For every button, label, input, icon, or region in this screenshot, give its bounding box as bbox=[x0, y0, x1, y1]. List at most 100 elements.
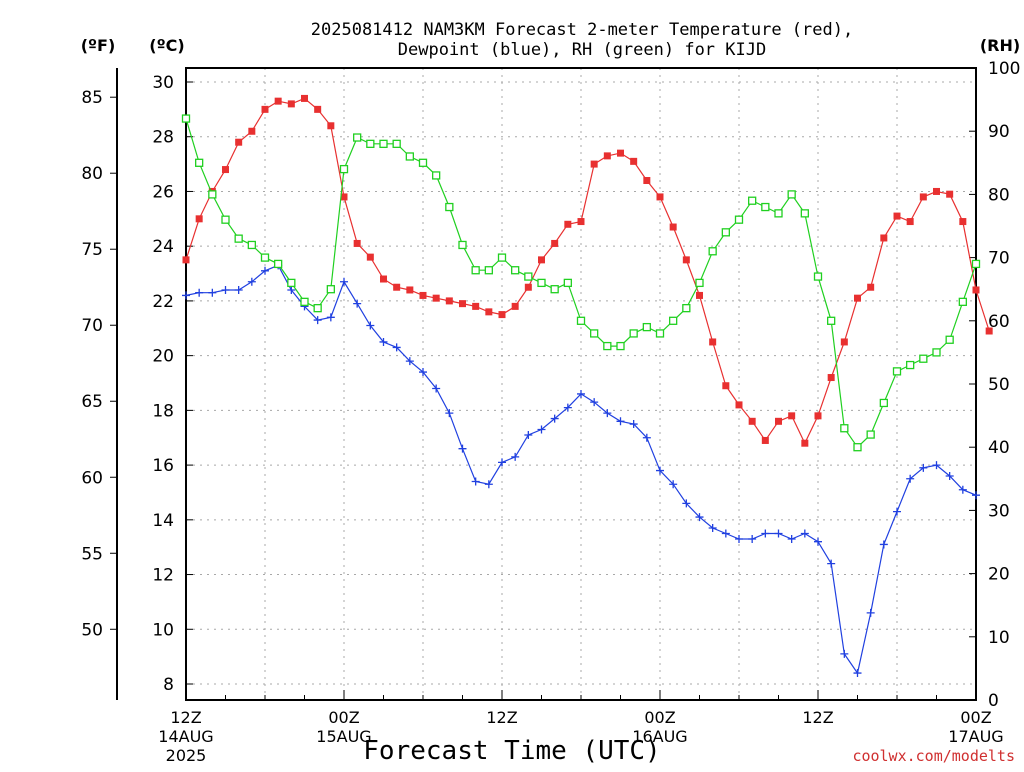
dewpoint-point bbox=[814, 537, 822, 546]
temperature-point bbox=[867, 283, 875, 291]
rh-tick-label: 90 bbox=[988, 122, 1010, 142]
rh-point bbox=[247, 240, 256, 250]
rh-point bbox=[932, 348, 941, 357]
temperature-point bbox=[801, 439, 809, 447]
rh-point bbox=[945, 335, 954, 344]
dewpoint-point bbox=[932, 461, 941, 470]
rh-point bbox=[274, 259, 283, 269]
dewpoint-point bbox=[471, 477, 480, 486]
temperature-point bbox=[880, 234, 888, 242]
dewpoint-point bbox=[919, 463, 928, 472]
temperature-point bbox=[722, 382, 730, 390]
rh-point bbox=[497, 253, 507, 262]
rh-point bbox=[471, 266, 480, 275]
dewpoint-point bbox=[366, 321, 375, 330]
rh-point bbox=[445, 202, 454, 212]
dewpoint-point bbox=[603, 409, 612, 418]
rh-point bbox=[379, 139, 388, 148]
x-tick-label-group: 12Z bbox=[486, 708, 517, 727]
dewpoint-point bbox=[721, 529, 730, 538]
dewpoint-point bbox=[182, 291, 190, 300]
dewpoint-point bbox=[326, 313, 335, 322]
celsius-tick-label: 20 bbox=[152, 347, 174, 367]
temperature-point bbox=[788, 412, 796, 420]
rh-point bbox=[748, 196, 757, 205]
dewpoint-point bbox=[748, 534, 757, 543]
dewpoint-point bbox=[972, 491, 980, 500]
temperature-point bbox=[195, 215, 203, 223]
celsius-tick-label: 18 bbox=[152, 401, 174, 421]
temperature-point bbox=[735, 401, 743, 409]
dewpoint-point bbox=[405, 357, 414, 366]
rh-point bbox=[840, 424, 849, 433]
dewpoint-point bbox=[616, 417, 625, 426]
temperature-point bbox=[498, 311, 506, 319]
dewpoint-point bbox=[787, 534, 796, 543]
temperature-point bbox=[393, 283, 401, 291]
dewpoint-point bbox=[577, 389, 585, 398]
dewpoint-point bbox=[893, 507, 901, 516]
dewpoint-point bbox=[287, 285, 296, 294]
temperature-point bbox=[287, 100, 295, 108]
temperature-point bbox=[432, 294, 440, 302]
temperature-point bbox=[603, 152, 611, 160]
temperature-point bbox=[946, 190, 954, 198]
dewpoint-point bbox=[958, 485, 967, 494]
rh-point bbox=[655, 329, 665, 338]
rh-point bbox=[576, 316, 586, 325]
rh-point bbox=[813, 272, 823, 281]
rh-tick-label: 30 bbox=[988, 501, 1010, 521]
rh-point bbox=[366, 139, 375, 148]
fahrenheit-tick-label: 65 bbox=[81, 392, 103, 412]
rh-point bbox=[787, 190, 796, 199]
temperature-point bbox=[406, 286, 414, 294]
watermark: coolwx.com/modelts bbox=[852, 747, 1015, 765]
x-tick-date: 16AUG bbox=[632, 727, 687, 746]
rh-point bbox=[669, 316, 678, 325]
dewpoint-point bbox=[761, 529, 770, 538]
dewpoint-point bbox=[840, 649, 849, 658]
celsius-tick-label: 22 bbox=[152, 292, 174, 312]
dewpoint-point bbox=[247, 277, 256, 286]
temperature-point bbox=[472, 302, 480, 310]
rh-tick-label: 20 bbox=[988, 565, 1010, 585]
rh-point bbox=[221, 215, 230, 224]
rh-point bbox=[339, 164, 349, 174]
temperature-point bbox=[261, 105, 269, 113]
rh-tick-label: 70 bbox=[988, 249, 1010, 269]
rh-point bbox=[761, 202, 770, 212]
celsius-tick-label: 30 bbox=[152, 73, 174, 93]
temperature-point bbox=[893, 212, 901, 220]
temperature-point bbox=[617, 149, 624, 157]
rh-point bbox=[353, 133, 362, 142]
rh-point bbox=[313, 304, 322, 313]
dewpoint-point bbox=[774, 529, 783, 538]
x-tick-date: 17AUG bbox=[948, 727, 1003, 746]
dewpoint-point bbox=[458, 444, 467, 453]
rh-point bbox=[853, 443, 862, 452]
dewpoint-point bbox=[906, 474, 915, 483]
tick-labels: 8 10 12 14 16 18 20 22 24 26 28 30 50 55 60 65 70 75 80 85 0… bbox=[81, 59, 1020, 765]
x-tick-time: 12Z bbox=[802, 708, 833, 727]
temperature-point bbox=[933, 187, 940, 195]
dewpoint-point bbox=[629, 420, 638, 429]
dewpoint-point bbox=[261, 266, 269, 275]
series-lines bbox=[181, 94, 993, 678]
fahrenheit-tick-label: 80 bbox=[81, 164, 103, 184]
rh-point bbox=[563, 278, 572, 288]
rh-point bbox=[392, 139, 401, 148]
rh-tick-label: 40 bbox=[988, 438, 1010, 458]
temperature-point bbox=[274, 97, 282, 105]
temperature-point bbox=[854, 294, 861, 302]
temperature-point bbox=[696, 291, 703, 299]
rh-point bbox=[642, 322, 651, 332]
temperature-point bbox=[814, 412, 822, 420]
dewpoint-point bbox=[511, 452, 520, 461]
temperature-point bbox=[972, 286, 980, 294]
rh-point bbox=[590, 329, 599, 338]
dewpoint-point bbox=[208, 288, 217, 297]
rh-point bbox=[287, 278, 296, 288]
